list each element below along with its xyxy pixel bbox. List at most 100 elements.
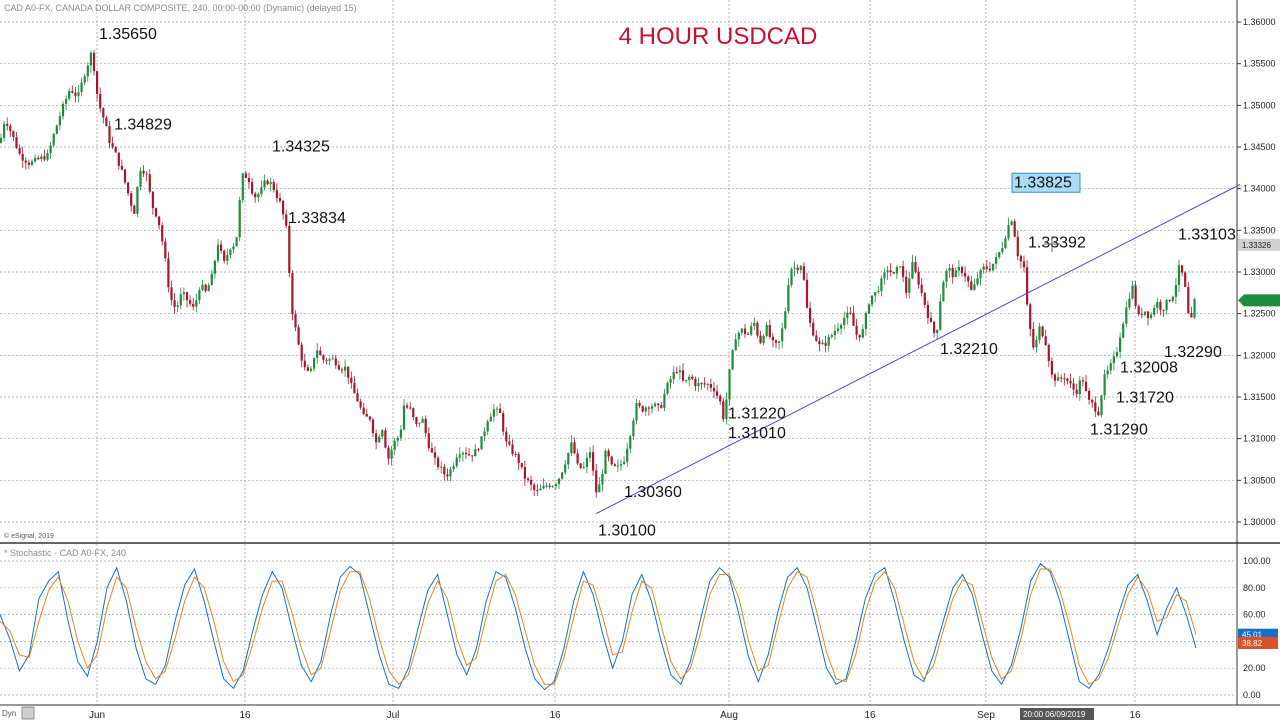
candle-body: [226, 255, 229, 261]
last-price-tag: [1238, 238, 1280, 251]
candle-body: [753, 322, 756, 327]
candle-body: [316, 350, 319, 358]
time-tick-label: Jun: [89, 710, 105, 720]
price-tick-label: 1.36000: [1243, 17, 1276, 27]
candle-body: [843, 317, 846, 326]
stoch-tick-label: 20.00: [1243, 663, 1266, 673]
candle-body: [61, 103, 65, 117]
candle-body: [539, 488, 542, 491]
candle-body: [706, 384, 709, 386]
instrument-header: CAD A0-FX, CANADA DOLLAR COMPOSITE, 240,…: [4, 3, 357, 13]
candle-body: [725, 399, 728, 420]
candle-body: [111, 143, 114, 148]
candle-body: [852, 313, 855, 326]
candle-body: [663, 393, 666, 408]
candle-body: [805, 279, 809, 308]
candle-body: [1084, 381, 1088, 391]
candle-body: [632, 420, 635, 437]
candle-body: [1100, 395, 1103, 416]
cursor-time-tag: [1020, 708, 1094, 720]
candle-body: [1140, 314, 1143, 316]
candle-body: [254, 193, 257, 198]
candle-body: [235, 237, 238, 247]
candle-body: [340, 369, 344, 371]
candle-body: [406, 405, 409, 408]
candle-body: [55, 125, 58, 134]
current-price-tag: [1238, 294, 1280, 307]
candle-body: [291, 273, 294, 315]
stoch-tick-label: 0.00: [1243, 690, 1261, 700]
candle-body: [561, 472, 564, 479]
candle-body: [179, 294, 182, 306]
candle-body: [576, 453, 579, 464]
candle-body: [809, 307, 812, 323]
candle-body: [30, 161, 34, 165]
candle-body: [709, 384, 712, 388]
candle-body: [712, 387, 716, 392]
candle-body: [1156, 302, 1159, 308]
candle-body: [520, 463, 523, 468]
price-tick-label: 1.35000: [1243, 100, 1276, 110]
candle-body: [1026, 267, 1029, 305]
candle-body: [802, 266, 805, 280]
price-tick-label: 1.31000: [1243, 434, 1276, 444]
candle-body: [1177, 265, 1181, 286]
candle-body: [204, 284, 207, 292]
candle-body: [9, 125, 12, 132]
time-tick-label: Aug: [720, 710, 738, 720]
candle-body: [1078, 380, 1081, 395]
candle-body: [353, 382, 356, 394]
candle-body: [967, 276, 970, 282]
candle-body: [697, 383, 700, 387]
candle-body: [471, 455, 474, 457]
candle-body: [898, 266, 902, 268]
candle-body: [151, 191, 154, 209]
price-annotation: 1.35650: [99, 26, 157, 43]
candle-body: [117, 152, 120, 166]
candle-body: [1038, 326, 1041, 340]
stochastic-header: * Stochastic - CAD A0-FX, 240: [4, 548, 126, 558]
candle-body: [1053, 374, 1057, 381]
stoch-k-line: [0, 562, 1197, 691]
candle-body: [787, 284, 790, 312]
candle-body: [12, 131, 15, 138]
candle-body: [263, 180, 266, 188]
candle-body: [68, 91, 71, 99]
candle-body: [415, 417, 418, 424]
candle-body: [213, 260, 216, 274]
trendline-layer: [595, 184, 1241, 515]
candle-body: [40, 156, 43, 160]
candle-body: [495, 408, 499, 410]
price-annotation: 1.30100: [598, 523, 656, 540]
candle-body: [492, 409, 495, 417]
candle-body: [508, 441, 511, 445]
price-annotation: 1.32290: [1164, 344, 1222, 361]
candle-body: [716, 391, 719, 396]
candle-body: [21, 153, 24, 161]
candle-body: [954, 270, 957, 277]
last-price-label: 1.33326: [1242, 241, 1271, 250]
candle-body: [182, 292, 185, 295]
candle-body: [796, 267, 799, 270]
price-annotation: 1.34829: [114, 117, 172, 134]
candle-body: [220, 244, 223, 251]
candle-body: [96, 71, 99, 95]
candle-body: [303, 360, 306, 368]
candle-body: [477, 449, 480, 451]
candle-body: [437, 457, 440, 468]
candle-body: [511, 444, 514, 455]
candle-body: [365, 414, 368, 417]
price-annotation: 1.33834: [288, 210, 346, 227]
candle-body: [375, 433, 378, 443]
time-tick-label: Sep: [977, 710, 995, 720]
candle-body: [1013, 221, 1016, 237]
candle-body: [654, 403, 657, 407]
candle-body: [468, 454, 471, 456]
candle-body: [889, 270, 892, 273]
trendline[interactable]: [595, 184, 1241, 515]
candle-body: [985, 266, 988, 269]
candle-body: [895, 267, 898, 274]
candle-body: [461, 452, 464, 455]
corner-button[interactable]: [21, 706, 35, 720]
candle-body: [1088, 390, 1091, 400]
